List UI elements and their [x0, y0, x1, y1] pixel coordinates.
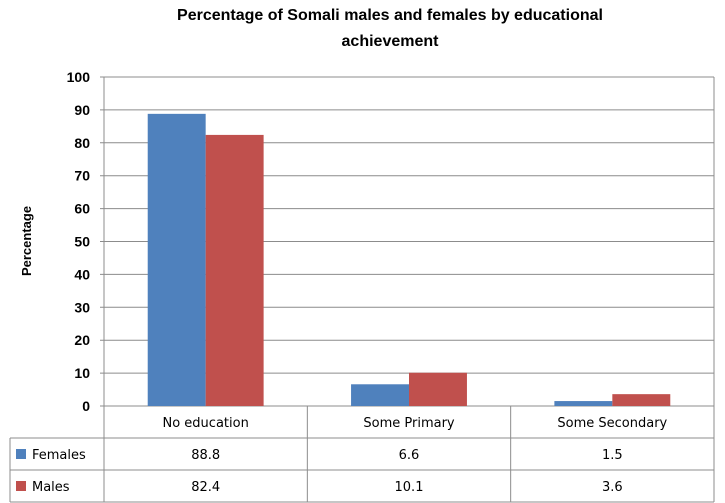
bar-females-2 — [554, 401, 613, 406]
legend-swatch-males — [16, 481, 26, 491]
legend-label-males: Males — [32, 480, 70, 495]
y-axis-label: Percentage — [19, 206, 34, 276]
category-label: No education — [163, 416, 249, 431]
y-tick-label: 60 — [74, 201, 90, 217]
bar-males-0 — [205, 134, 264, 407]
y-tick-label: 30 — [74, 299, 90, 315]
legend-swatch-females — [16, 449, 26, 459]
y-tick-label: 50 — [74, 234, 90, 250]
bar-males-2 — [612, 394, 671, 406]
y-tick-label: 100 — [67, 69, 91, 85]
chart-title-line2: achievement — [342, 33, 440, 50]
y-tick-label: 40 — [74, 266, 90, 282]
data-cell-males: 82.4 — [191, 480, 220, 495]
category-label: Some Primary — [363, 416, 455, 431]
data-cell-males: 10.1 — [395, 480, 424, 495]
y-tick-label: 80 — [74, 135, 90, 151]
data-cell-females: 1.5 — [602, 448, 623, 463]
chart-title: Percentage of Somali males and females b… — [177, 7, 603, 50]
data-table: No education Some Primary Some Secondary Fe… — [9, 406, 714, 503]
y-tick-label: 0 — [82, 398, 90, 414]
y-tick-label: 10 — [74, 365, 90, 381]
legend-label-females: Females — [32, 448, 86, 463]
data-cell-females: 88.8 — [191, 448, 220, 463]
data-cell-females: 6.6 — [399, 448, 420, 463]
y-tick-labels: 0 10 20 30 40 50 60 70 80 90 100 — [67, 69, 91, 414]
category-label: Some Secondary — [557, 416, 667, 431]
y-tick-label: 20 — [74, 332, 90, 348]
data-cell-males: 3.6 — [602, 480, 623, 495]
bar-males-1 — [409, 372, 467, 406]
bar-females-0 — [147, 113, 206, 407]
bar-females-1 — [351, 384, 409, 406]
chart-title-line1: Percentage of Somali males and females b… — [177, 7, 603, 24]
y-tick-label: 70 — [74, 168, 90, 184]
y-tick-label: 90 — [74, 102, 90, 118]
bars — [147, 113, 671, 407]
